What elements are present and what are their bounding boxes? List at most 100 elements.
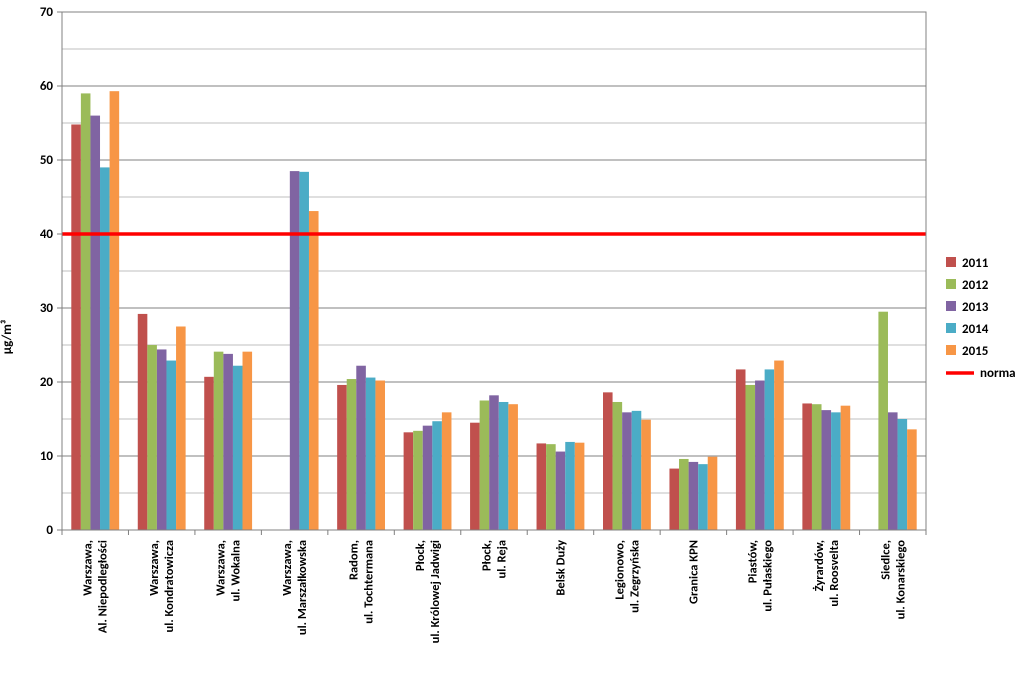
x-axis-label-line: Warszawa, bbox=[280, 540, 295, 596]
y-tick-label: 0 bbox=[46, 523, 53, 538]
y-tick-label: 50 bbox=[40, 153, 54, 168]
x-axis-label: Warszawa,Al. Niepodległości bbox=[81, 540, 111, 633]
x-axis-label-line: ul. Konarskiego bbox=[893, 540, 908, 620]
chart-container: μg/m³ 010203040506070Warszawa,Al. Niepod… bbox=[0, 0, 1024, 673]
y-tick-label: 20 bbox=[40, 375, 54, 390]
bar bbox=[366, 378, 376, 530]
bar bbox=[765, 369, 775, 530]
bar bbox=[100, 167, 110, 530]
x-axis-label-line: Płock, bbox=[480, 540, 495, 571]
bar bbox=[489, 395, 499, 530]
bar bbox=[575, 443, 585, 530]
x-axis-label-line: ul. Roosvelta bbox=[827, 540, 842, 607]
bar bbox=[442, 412, 452, 530]
x-axis-label: Warszawa,ul. Marszałkowska bbox=[280, 540, 310, 635]
x-axis-label: Belsk Duży bbox=[553, 540, 568, 596]
legend-label: 2012 bbox=[962, 278, 989, 293]
x-axis-label: Legionowo,ul. Zegrzyńska bbox=[612, 540, 642, 613]
bar bbox=[375, 381, 385, 530]
bar bbox=[176, 327, 186, 531]
x-axis-label-line: Żyrardów, bbox=[812, 540, 827, 591]
x-axis-label-line: ul. Reja bbox=[495, 540, 510, 578]
x-axis-label-line: Radom, bbox=[347, 540, 362, 580]
bar bbox=[290, 171, 300, 530]
bar bbox=[404, 432, 414, 530]
bar bbox=[898, 419, 908, 530]
x-axis-label-line: Granica KPN bbox=[686, 540, 701, 604]
legend-marker-box bbox=[946, 279, 956, 289]
bar bbox=[214, 352, 224, 530]
legend-label: 2015 bbox=[962, 344, 988, 359]
bar bbox=[679, 459, 689, 530]
bar bbox=[204, 377, 214, 530]
bar bbox=[223, 354, 233, 530]
bar bbox=[841, 406, 851, 530]
x-axis-label-line: Legionowo, bbox=[612, 540, 627, 600]
legend-label: 2014 bbox=[962, 322, 989, 337]
bar bbox=[878, 312, 888, 530]
bar bbox=[138, 314, 148, 530]
bar bbox=[356, 366, 366, 530]
bar bbox=[233, 366, 243, 530]
bar bbox=[802, 403, 812, 530]
bar bbox=[888, 412, 898, 530]
legend-label: 2011 bbox=[962, 256, 989, 271]
legend-marker-box bbox=[946, 257, 956, 267]
x-axis-label-line: Płock, bbox=[413, 540, 428, 571]
bar bbox=[157, 349, 167, 530]
y-tick-label: 60 bbox=[40, 79, 54, 94]
bar bbox=[337, 385, 347, 530]
legend-label: norma bbox=[980, 366, 1016, 381]
bar bbox=[669, 469, 679, 530]
bar bbox=[480, 401, 490, 531]
x-axis-label-line: ul. Kondratowicza bbox=[162, 540, 177, 632]
x-axis-label-line: Warszawa, bbox=[81, 540, 96, 596]
bar bbox=[309, 211, 319, 530]
x-axis-label-line: ul. Tochtermana bbox=[362, 540, 377, 624]
x-axis-label-line: Piastów, bbox=[745, 540, 760, 583]
x-axis-label: Płock,ul. Reja bbox=[480, 540, 510, 578]
bar bbox=[71, 124, 81, 530]
bar bbox=[603, 392, 613, 530]
bar bbox=[299, 172, 309, 530]
x-axis-label-line: ul. Zegrzyńska bbox=[627, 540, 642, 613]
x-axis-label: Granica KPN bbox=[686, 540, 701, 604]
x-axis-label-line: Siedlce, bbox=[878, 540, 893, 580]
bar bbox=[698, 464, 708, 530]
bar bbox=[831, 412, 841, 530]
bar bbox=[147, 345, 157, 530]
bar bbox=[90, 116, 100, 530]
bar bbox=[537, 443, 547, 530]
x-axis-label-line: ul. Królowej Jadwigi bbox=[428, 540, 443, 643]
bar bbox=[822, 410, 832, 530]
bar bbox=[347, 379, 357, 530]
x-axis-label-line: Warszawa, bbox=[214, 540, 229, 596]
x-axis-label-line: Warszawa, bbox=[147, 540, 162, 596]
bar bbox=[432, 421, 442, 530]
x-axis-label-line: ul. Pułaskiego bbox=[760, 540, 775, 612]
bar bbox=[81, 93, 91, 530]
bar bbox=[508, 404, 518, 530]
bar bbox=[413, 431, 423, 530]
y-tick-label: 10 bbox=[40, 449, 54, 464]
bar bbox=[166, 361, 176, 530]
bar bbox=[641, 420, 651, 530]
x-axis-label: Warszawa,ul. Kondratowicza bbox=[147, 540, 177, 632]
chart-svg: 010203040506070Warszawa,Al. Niepodległoś… bbox=[0, 0, 1024, 673]
bar bbox=[470, 423, 480, 530]
bar bbox=[110, 91, 120, 530]
x-axis-label: Warszawa,ul. Wokalna bbox=[214, 540, 244, 601]
bar bbox=[613, 402, 623, 530]
bar bbox=[755, 381, 765, 530]
bar bbox=[812, 404, 822, 530]
x-axis-label: Żyrardów,ul. Roosvelta bbox=[812, 540, 842, 607]
y-axis-label: μg/m³ bbox=[0, 319, 15, 353]
x-axis-label: Siedlce,ul. Konarskiego bbox=[878, 540, 908, 620]
bar bbox=[546, 444, 556, 530]
bar bbox=[423, 426, 433, 530]
x-axis-label-line: ul. Marszałkowska bbox=[295, 540, 310, 635]
bar bbox=[565, 442, 575, 530]
y-tick-label: 40 bbox=[40, 227, 54, 242]
x-axis-label: Radom,ul. Tochtermana bbox=[347, 540, 377, 624]
bar bbox=[774, 361, 784, 530]
